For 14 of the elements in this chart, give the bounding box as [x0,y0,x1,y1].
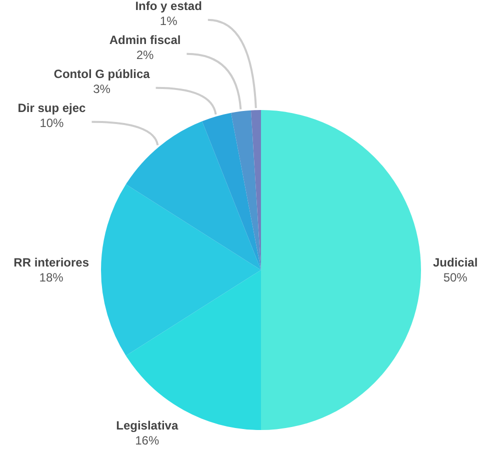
data-label: 50% [443,270,468,284]
slice-label: Contol G pública [54,67,150,82]
slice-label: Legislativa [116,418,178,432]
data-label: 16% [135,433,160,448]
slice-label: Info y estad [135,0,202,14]
slice-label: RR interiores [14,255,90,270]
data-label: 2% [136,48,154,62]
data-label: 10% [40,116,64,130]
slice-label: Dir sup ejec [18,101,86,116]
slice-label: Judicial [433,255,478,270]
data-label: 3% [93,82,111,96]
data-label: 18% [39,270,64,284]
data-label: 1% [160,14,178,28]
slice-label: Admin fiscal [109,33,181,48]
